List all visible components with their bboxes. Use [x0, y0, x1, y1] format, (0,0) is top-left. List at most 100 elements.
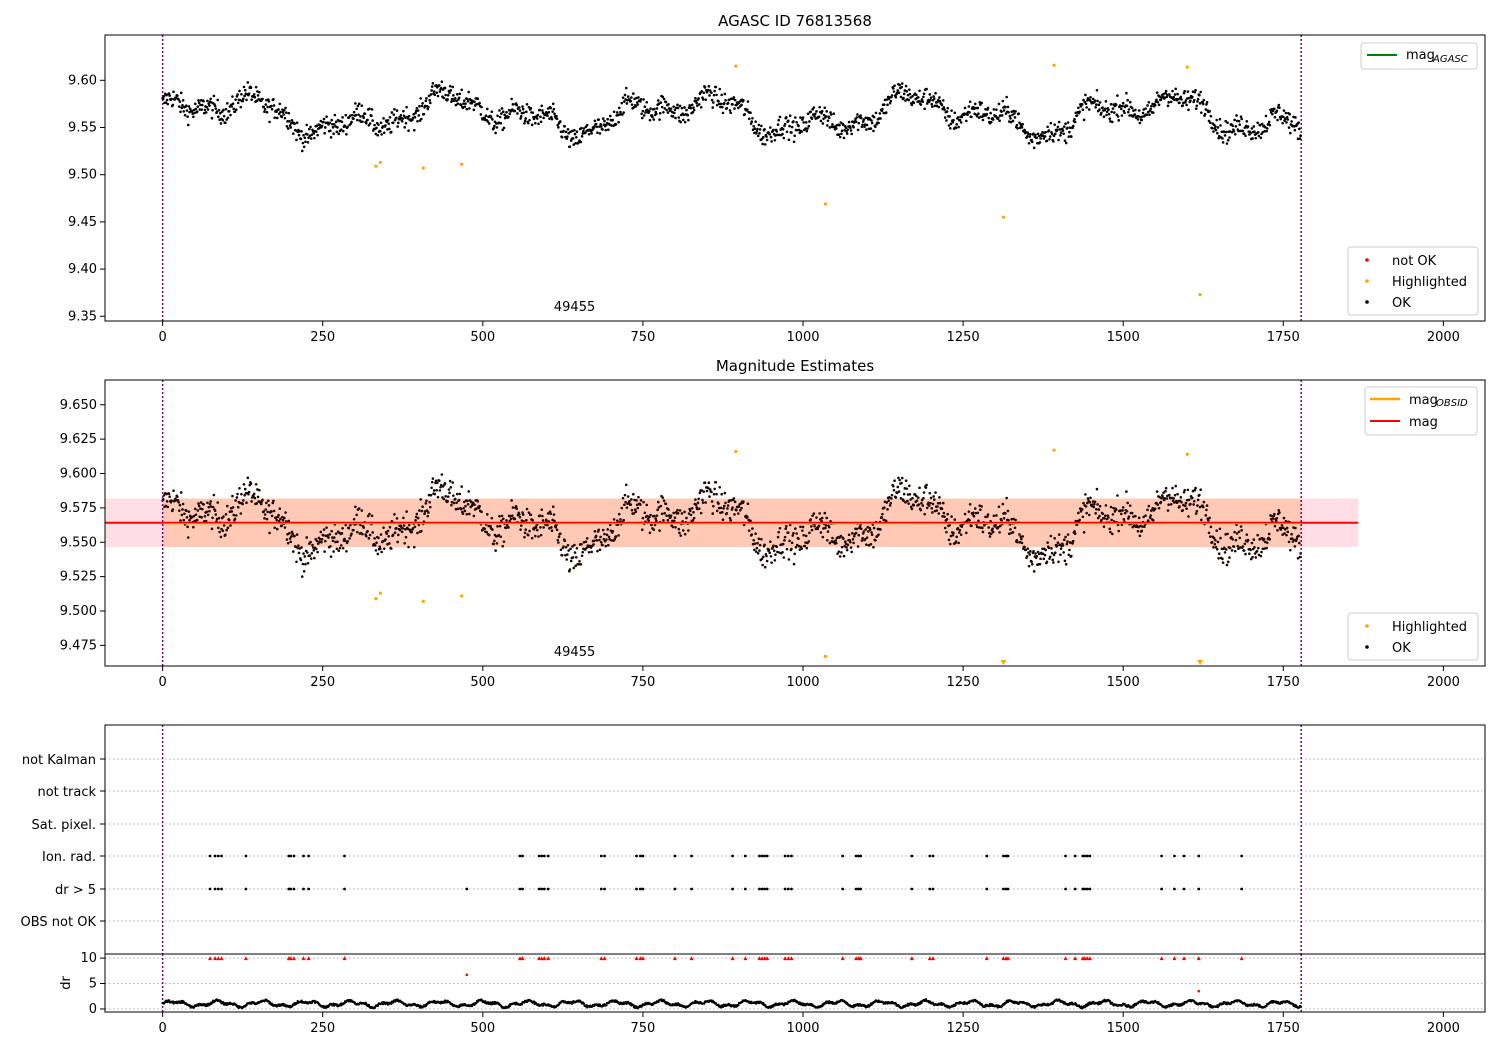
magnitude-ok-point: [496, 525, 499, 528]
agasc-ok-point: [1251, 137, 1254, 140]
agasc-ok-point: [1020, 126, 1024, 129]
magnitude-ok-point: [932, 498, 936, 501]
magnitude-ok-point: [288, 531, 291, 535]
agasc-ok-point: [227, 110, 231, 113]
magnitude-ok-point: [692, 510, 695, 514]
agasc-ok-point: [377, 123, 380, 126]
agasc-ok-point: [878, 112, 882, 115]
magnitude-ok-point: [546, 523, 549, 527]
agasc-xtick-label: 1250: [947, 330, 980, 345]
magnitude-ok-point: [592, 543, 595, 546]
magnitude-ok-point: [738, 508, 742, 512]
agasc-ok-point: [268, 120, 271, 124]
magnitude-ok-point: [378, 545, 382, 548]
agasc-ok-point: [879, 117, 882, 120]
magnitude-ok-point: [1224, 548, 1228, 551]
agasc-ok-point: [523, 121, 526, 125]
magnitude-ok-point: [161, 497, 165, 501]
agasc-ok-point: [750, 120, 754, 123]
agasc-xtick-label: 1000: [786, 330, 819, 345]
agasc-ok-point: [450, 100, 453, 103]
magnitude-ok-point: [476, 499, 479, 503]
magnitude-ok-point: [671, 519, 674, 523]
magnitude-ok-point: [270, 510, 273, 513]
magnitude-ok-point: [313, 556, 316, 560]
agasc-ok-point: [345, 132, 348, 136]
magnitude-ok-point: [426, 514, 430, 518]
agasc-ok-point: [566, 135, 569, 139]
agasc-ok-point: [467, 90, 471, 94]
magnitude-ok-point: [478, 504, 481, 508]
magnitude-ok-point: [1027, 551, 1030, 554]
agasc-ok-point: [400, 119, 404, 123]
magnitude-ok-point: [404, 527, 407, 531]
magnitude-xtick-label: 1250: [947, 675, 980, 690]
magnitude-ok-point: [715, 509, 719, 513]
agasc-ok-point: [283, 108, 286, 112]
agasc-ok-point: [1192, 98, 1196, 102]
magnitude-ok-point: [599, 540, 603, 544]
agasc-ok-point: [933, 104, 937, 108]
agasc-ok-point: [973, 112, 976, 116]
magnitude-ok-point: [1255, 549, 1259, 553]
agasc-highlighted-point: [374, 164, 378, 168]
agasc-ok-point: [301, 141, 305, 145]
magnitude-ok-point: [1134, 514, 1137, 518]
magnitude-ok-point: [177, 509, 181, 512]
magnitude-ok-point: [1294, 526, 1297, 530]
agasc-ok-point: [1294, 116, 1297, 119]
magnitude-ok-point: [1240, 528, 1243, 532]
agasc-ok-point: [1205, 101, 1209, 104]
agasc-ok-point: [1235, 114, 1238, 117]
magnitude-ok-point: [587, 550, 591, 554]
magnitude-ok-point: [1245, 533, 1249, 536]
magnitude-ok-point: [1220, 547, 1224, 551]
magnitude-ok-point: [293, 534, 296, 538]
agasc-ok-point: [671, 115, 675, 118]
agasc-ok-point: [1234, 125, 1238, 128]
agasc-ok-point: [683, 106, 686, 109]
magnitude-ok-point: [1027, 564, 1031, 568]
agasc-ok-point: [1287, 126, 1291, 129]
magnitude-xtick-label: 250: [310, 675, 335, 690]
agasc-ok-point: [867, 127, 871, 131]
agasc-highlighted-point: [823, 202, 828, 206]
magnitude-ok-point: [366, 529, 369, 533]
agasc-ok-point: [661, 95, 665, 99]
flags-point: [758, 887, 761, 891]
magnitude-ok-point: [550, 529, 554, 533]
agasc-ok-point: [1000, 110, 1003, 113]
agasc-ok-point: [1085, 106, 1088, 109]
magnitude-ok-point: [685, 516, 688, 520]
magnitude-ok-point: [571, 556, 575, 559]
magnitude-ok-point: [924, 486, 928, 489]
magnitude-ok-point: [249, 482, 253, 485]
magnitude-ok-point: [243, 487, 247, 491]
agasc-ok-point: [1105, 110, 1109, 114]
magnitude-ok-point: [480, 510, 483, 514]
agasc-ok-point: [539, 115, 542, 119]
flags-point: [1160, 887, 1164, 891]
agasc-ok-point: [943, 116, 947, 119]
agasc-ok-point: [645, 100, 649, 104]
magnitude-ok-point: [665, 514, 668, 518]
agasc-ok-point: [381, 125, 385, 128]
agasc-ok-point: [1201, 100, 1204, 104]
agasc-ok-point: [1050, 132, 1054, 136]
agasc-ok-point: [180, 106, 184, 110]
magnitude-ok-point: [273, 526, 276, 530]
magnitude-ok-point: [910, 507, 914, 511]
flags-point: [213, 887, 217, 891]
magnitude-ok-point: [435, 488, 439, 492]
agasc-ok-point: [860, 125, 864, 129]
magnitude-ok-point: [615, 519, 619, 522]
agasc-ok-point: [1109, 102, 1113, 106]
magnitude-ok-point: [782, 556, 786, 559]
agasc-ok-point: [1231, 124, 1234, 128]
agasc-ok-point: [323, 126, 327, 129]
agasc-ok-point: [799, 116, 802, 119]
magnitude-ok-point: [452, 494, 455, 497]
magnitude-ok-point: [940, 507, 944, 510]
magnitude-ok-point: [919, 508, 923, 512]
magnitude-obsid-label: 49455: [554, 645, 595, 660]
